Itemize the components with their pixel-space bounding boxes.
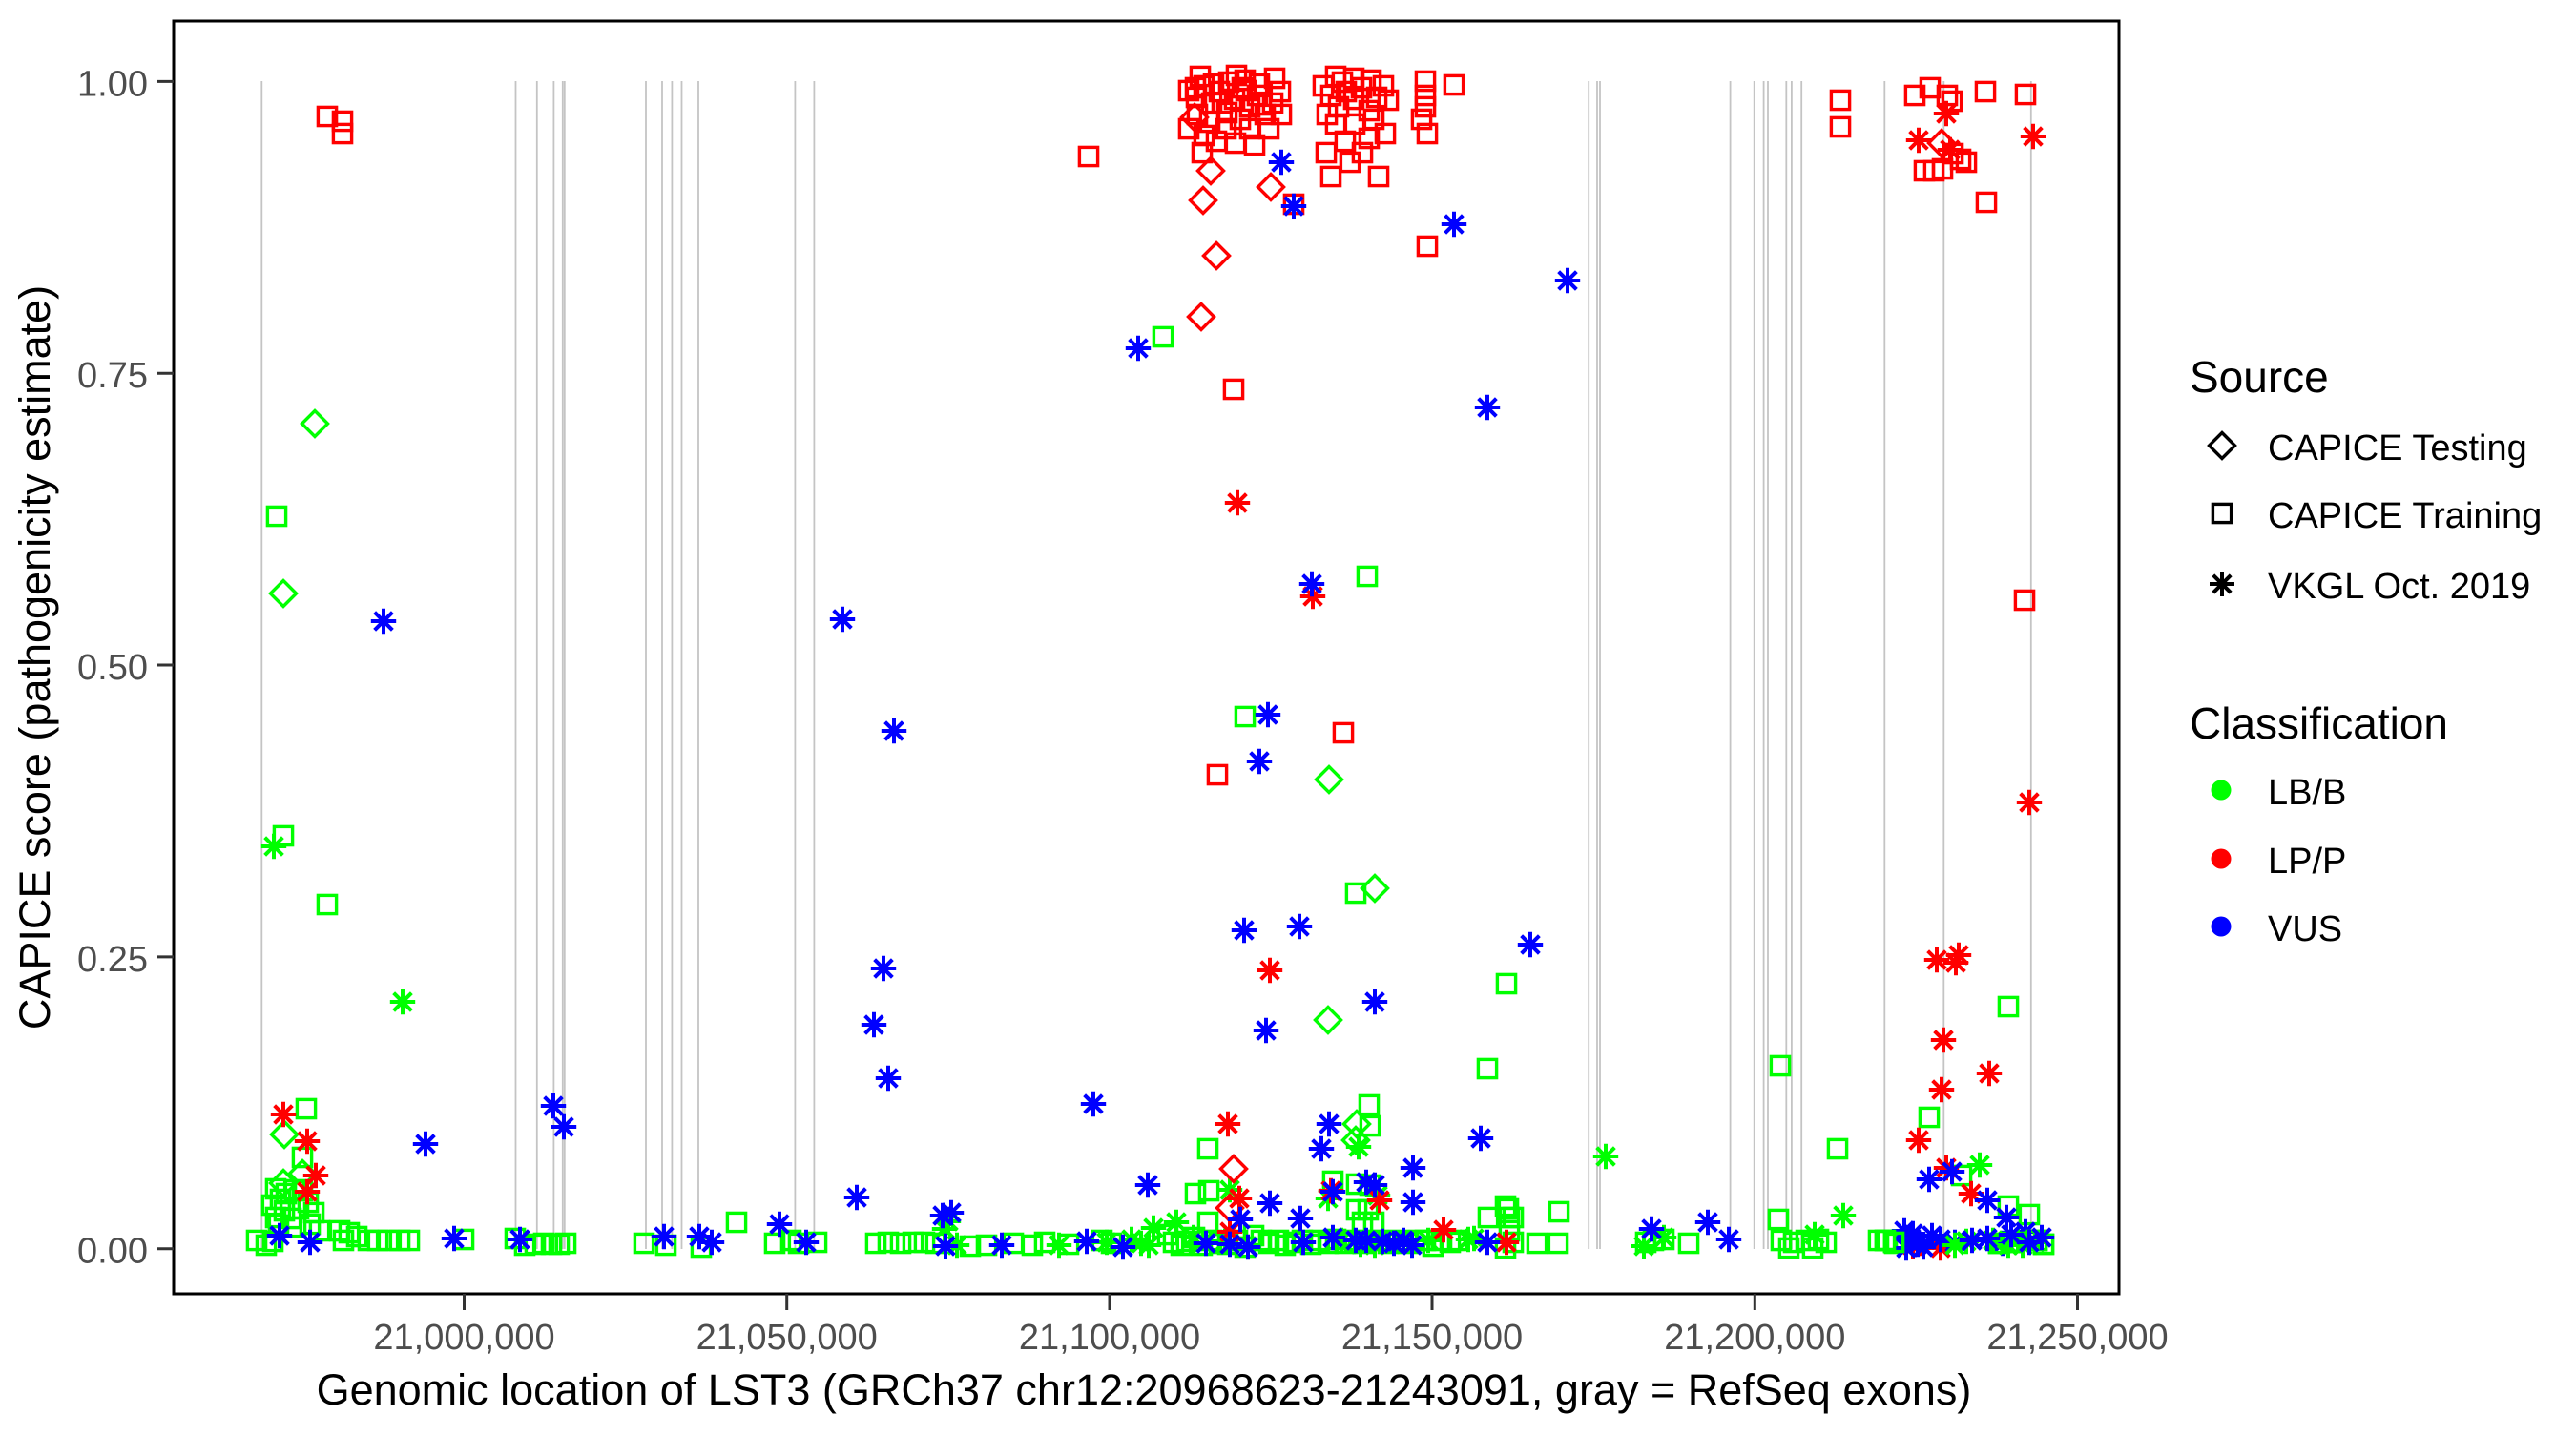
- svg-text:0.75: 0.75: [77, 356, 148, 396]
- svg-text:21,050,000: 21,050,000: [696, 1318, 878, 1358]
- svg-text:Classification: Classification: [2190, 698, 2448, 748]
- svg-text:Source: Source: [2190, 352, 2329, 402]
- svg-text:21,250,000: 21,250,000: [1986, 1318, 2168, 1358]
- svg-text:CAPICE score (pathogenicity es: CAPICE score (pathogenicity estimate): [10, 285, 59, 1030]
- svg-text:LB/B: LB/B: [2268, 773, 2346, 813]
- svg-text:VUS: VUS: [2268, 909, 2342, 949]
- svg-text:1.00: 1.00: [77, 64, 148, 104]
- svg-text:VKGL Oct. 2019: VKGL Oct. 2019: [2268, 567, 2530, 607]
- svg-text:0.25: 0.25: [77, 940, 148, 980]
- svg-text:21,000,000: 21,000,000: [373, 1318, 554, 1358]
- svg-text:0.50: 0.50: [77, 648, 148, 688]
- svg-text:21,150,000: 21,150,000: [1341, 1318, 1523, 1358]
- svg-text:21,100,000: 21,100,000: [1019, 1318, 1200, 1358]
- svg-text:CAPICE Testing: CAPICE Testing: [2268, 428, 2527, 468]
- svg-text:21,200,000: 21,200,000: [1664, 1318, 1845, 1358]
- svg-text:LP/P: LP/P: [2268, 842, 2346, 882]
- svg-text:CAPICE Training: CAPICE Training: [2268, 496, 2542, 536]
- svg-text:0.00: 0.00: [77, 1232, 148, 1272]
- svg-text:Genomic location of LST3 (GRCh: Genomic location of LST3 (GRCh37 chr12:2…: [317, 1365, 1972, 1414]
